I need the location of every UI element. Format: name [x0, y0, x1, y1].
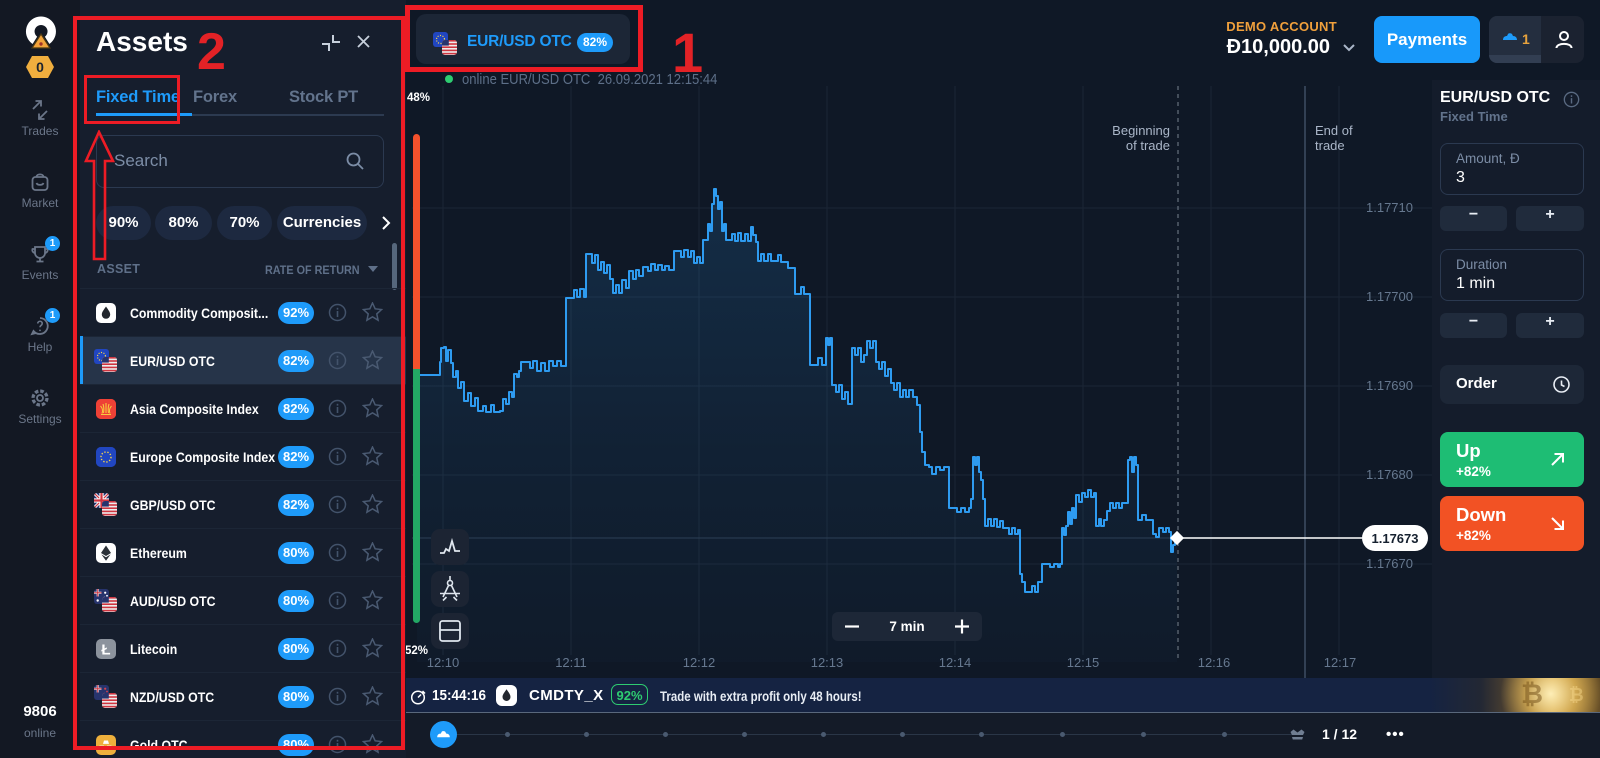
svg-text:48%: 48% — [407, 92, 430, 104]
svg-text:of trade: of trade — [1126, 138, 1170, 153]
svg-text:12:13: 12:13 — [811, 655, 844, 670]
svg-text:End of: End of — [1315, 123, 1353, 138]
svg-text:12:17: 12:17 — [1324, 655, 1357, 670]
svg-text:1.17700: 1.17700 — [1366, 289, 1413, 304]
svg-text:1.17680: 1.17680 — [1366, 467, 1413, 482]
svg-text:1.17690: 1.17690 — [1366, 378, 1413, 393]
svg-text:7 min: 7 min — [889, 619, 924, 634]
svg-text:1.17670: 1.17670 — [1366, 556, 1413, 571]
svg-text:1.17710: 1.17710 — [1366, 200, 1413, 215]
svg-text:Ł: Ł — [101, 642, 110, 659]
svg-text:12:12: 12:12 — [683, 655, 716, 670]
svg-text:1.17673: 1.17673 — [1372, 531, 1419, 546]
svg-text:12:15: 12:15 — [1067, 655, 1100, 670]
svg-text:12:11: 12:11 — [555, 655, 587, 670]
svg-text:0: 0 — [36, 59, 44, 75]
svg-text:12:14: 12:14 — [939, 655, 972, 670]
svg-text:12:16: 12:16 — [1198, 655, 1231, 670]
svg-text:trade: trade — [1315, 138, 1345, 153]
svg-text:Beginning: Beginning — [1112, 123, 1170, 138]
svg-text:52%: 52% — [406, 645, 428, 657]
svg-text:12:10: 12:10 — [427, 655, 460, 670]
